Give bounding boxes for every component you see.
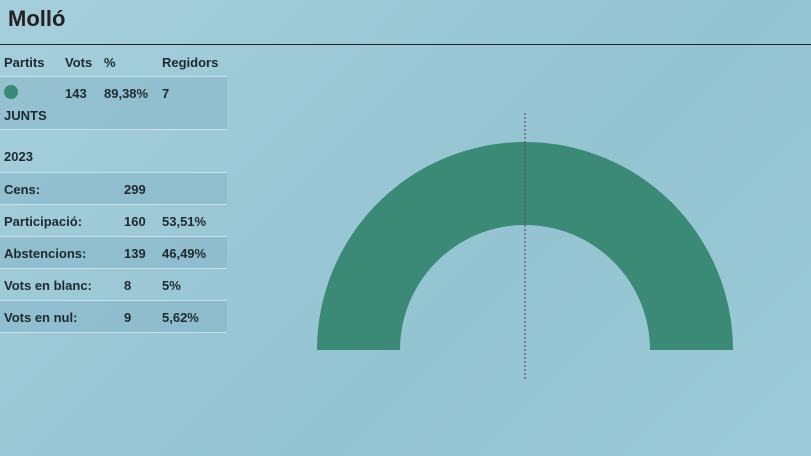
- year-row: 2023: [0, 130, 227, 173]
- summary-pct: 53,51%: [162, 214, 207, 229]
- summary-row: Abstencions: 139 46,49%: [0, 237, 227, 269]
- summary-value: 299: [124, 182, 146, 197]
- summary-label: Cens:: [4, 182, 41, 197]
- summary-label: Vots en nul:: [4, 310, 78, 325]
- party-color-dot: [4, 85, 18, 99]
- divider: [0, 44, 811, 45]
- summary-label: Participació:: [4, 214, 83, 229]
- summary-row: Vots en blanc: 8 5%: [0, 269, 227, 301]
- summary-row: Cens: 299: [0, 173, 227, 205]
- summary-label: Abstencions:: [4, 246, 87, 261]
- year-label: 2023: [4, 149, 33, 164]
- party-pct: 89,38%: [104, 86, 149, 101]
- table-header: Partits Vots % Regidors: [0, 46, 227, 77]
- summary-value: 139: [124, 246, 146, 261]
- header-votes: Vots: [65, 55, 93, 70]
- summary-value: 9: [124, 310, 132, 325]
- party-seats: 7: [162, 86, 170, 101]
- summary-row: Vots en nul: 9 5,62%: [0, 301, 227, 333]
- party-votes: 143: [65, 86, 87, 101]
- header-party: Partits: [4, 55, 45, 70]
- summary-pct: 5,62%: [162, 310, 199, 325]
- party-name: JUNTS: [4, 108, 47, 123]
- summary-value: 160: [124, 214, 146, 229]
- summary-label: Vots en blanc:: [4, 278, 92, 293]
- summary-pct: 5%: [162, 278, 181, 293]
- header-pct: %: [104, 55, 116, 70]
- summary-pct: 46,49%: [162, 246, 207, 261]
- results-table: Partits Vots % Regidors JUNTS 143 89,38%…: [0, 46, 227, 333]
- page-title: Molló: [8, 6, 66, 31]
- arc-junts: [317, 142, 733, 350]
- table-row: JUNTS 143 89,38% 7: [0, 77, 227, 130]
- header-seats: Regidors: [162, 55, 219, 70]
- summary-row: Participació: 160 53,51%: [0, 205, 227, 237]
- summary-value: 8: [124, 278, 132, 293]
